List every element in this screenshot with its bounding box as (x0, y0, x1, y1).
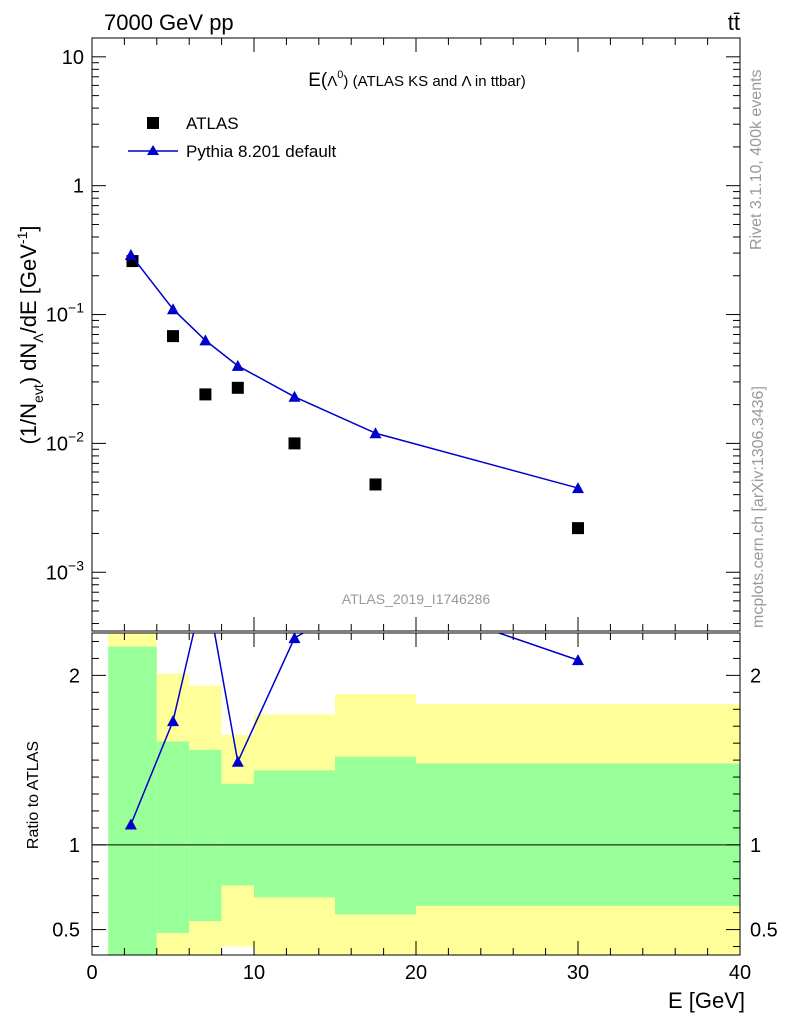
analysis-label: ATLAS_2019_I1746286 (342, 591, 491, 607)
x-tick-label: 0 (86, 962, 97, 984)
main-marks (124, 248, 584, 535)
legend-marker-atlas (147, 117, 159, 129)
ratio-bands (108, 633, 740, 955)
main-y-axis-label: (1/Nevt) dNΛ/dE [GeV-1] (14, 225, 46, 444)
atlas-point (231, 381, 244, 394)
ratio-y-axis-label: Ratio to ATLAS (25, 741, 42, 849)
atlas-point (572, 522, 584, 535)
chart-title: E(Λ0) (ATLAS KS and Λ in ttbar) (308, 69, 525, 91)
ratio-y-tick-label: 1 (69, 835, 80, 857)
pythia-point (124, 248, 137, 260)
atlas-point (167, 330, 179, 343)
ratio-band-inner (108, 646, 157, 955)
pythia-point (231, 359, 244, 371)
y-tick-label: 10 (62, 47, 84, 69)
energy-label: 7000 GeV pp (104, 10, 234, 35)
pythia-point (572, 482, 584, 494)
ratio-y-tick-label-right: 0.5 (750, 920, 778, 942)
y-tick-label: 10−3 (46, 557, 84, 584)
x-tick-label: 40 (729, 962, 751, 984)
ratio-pythia-point (124, 818, 137, 830)
legend-label-atlas: ATLAS (186, 114, 239, 133)
ratio-y-tick-label-right: 2 (750, 665, 761, 687)
ratio-y-tick-label: 2 (69, 665, 80, 687)
x-axis-label: E [GeV] (668, 988, 745, 1013)
main-panel: 10 1 10−1 10−2 10−3 E(Λ0) (ATLAS KS and Λ in… (14, 37, 741, 632)
ratio-band-inner (189, 749, 222, 922)
pythia-point (167, 303, 179, 315)
ratio-pythia-point (231, 755, 244, 767)
legend-label-pythia: Pythia 8.201 default (186, 142, 337, 161)
pythia-point (288, 390, 301, 402)
ratio-band-inner (335, 756, 416, 915)
y-tick-label: 1 (73, 176, 84, 198)
main-x-ticks (91, 38, 741, 631)
ratio-y-tick-label: 0.5 (52, 920, 80, 942)
pythia-line (130, 254, 579, 489)
y-tick-label: 10−1 (46, 300, 84, 327)
ratio-band-inner (221, 783, 254, 886)
ratio-band-inner (254, 770, 335, 898)
x-tick-label: 10 (243, 962, 265, 984)
ratio-band-inner (156, 741, 190, 933)
ratio-pythia-point (199, 576, 211, 587)
x-tick-label: 30 (567, 962, 589, 984)
x-tick-label: 20 (405, 962, 427, 984)
ratio-band-inner (416, 763, 740, 906)
ratio-pythia-point (288, 633, 301, 644)
legend: ATLAS Pythia 8.201 default (128, 114, 337, 161)
ratio-y-axis: 0.5 0.5 1 1 2 2 (52, 640, 778, 948)
ratio-pythia-point (572, 654, 584, 666)
ratio-panel: 0.5 0.5 1 1 2 2 0 10 20 30 40 Ratio to ATLAS E [G… (25, 576, 778, 1013)
process-label: tt̄ (728, 10, 740, 35)
y-tick-label: 10−2 (46, 428, 84, 455)
atlas-point (288, 437, 301, 450)
atlas-point (199, 388, 212, 401)
ratio-x-axis: 0 10 20 30 40 (86, 633, 751, 984)
legend-marker-pythia (147, 145, 159, 155)
ratio-y-tick-label-right: 1 (750, 835, 761, 857)
pythia-point (369, 427, 382, 439)
main-y-axis: 10 1 10−1 10−2 10−3 (46, 47, 740, 625)
mcplots-label: mcplots.cern.ch [arXiv:1306.3436] (750, 386, 767, 628)
rivet-label: Rivet 3.1.10, 400k events (748, 69, 765, 250)
pythia-point (199, 334, 212, 346)
atlas-point (369, 478, 382, 491)
ratio-pythia-point (167, 715, 179, 727)
ratio-marks (124, 576, 584, 830)
